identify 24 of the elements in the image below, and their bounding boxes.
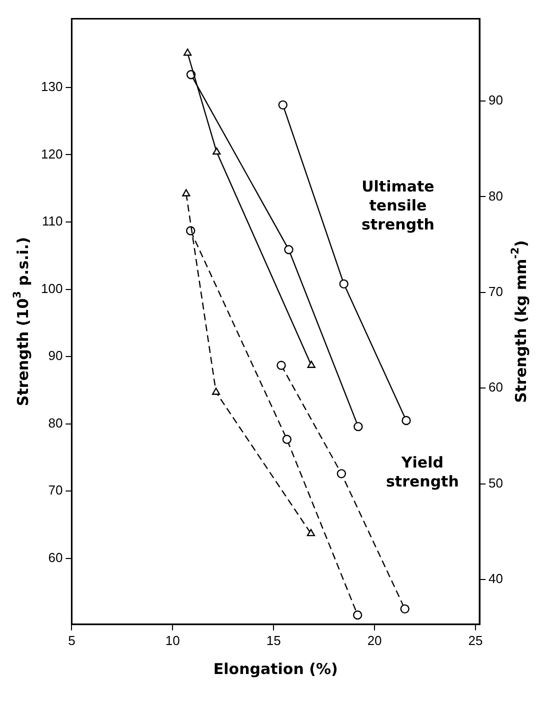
x-tick-label: 20	[367, 632, 382, 648]
y2-tick-label: 40	[488, 571, 504, 586]
y-tick-label: 110	[42, 214, 63, 229]
y-tick-label: 120	[40, 146, 63, 162]
y-tick-label: 90	[48, 348, 63, 364]
y2-tick-label: 80	[488, 188, 504, 204]
y-tick-label: 70	[48, 482, 63, 498]
x-tick-label: 10	[165, 632, 180, 648]
annotation: Ultimate tensile strength	[362, 177, 434, 234]
x-axis-title: Elongation (%)	[213, 660, 338, 678]
x-tick-label: 15	[266, 632, 281, 648]
y-tick-label: 100	[40, 280, 63, 296]
x-tick-label: 25	[468, 632, 483, 648]
x-tick-label: 5	[68, 632, 76, 648]
y-axis-title: Strength (103 p.s.i.)	[12, 237, 32, 406]
y2-axis-title: Strength (kg mm-2)	[510, 240, 530, 403]
y2-tick-label: 60	[488, 380, 504, 395]
y2-tick-label: 50	[488, 475, 504, 490]
annotation: Yield strength	[386, 453, 459, 490]
y-tick-label: 60	[48, 550, 63, 566]
y2-tick-label: 90	[488, 92, 504, 108]
y-tick-label: 130	[40, 79, 63, 94]
y2-tick-label: 70	[488, 284, 504, 299]
y-tick-label: 80	[48, 415, 63, 430]
